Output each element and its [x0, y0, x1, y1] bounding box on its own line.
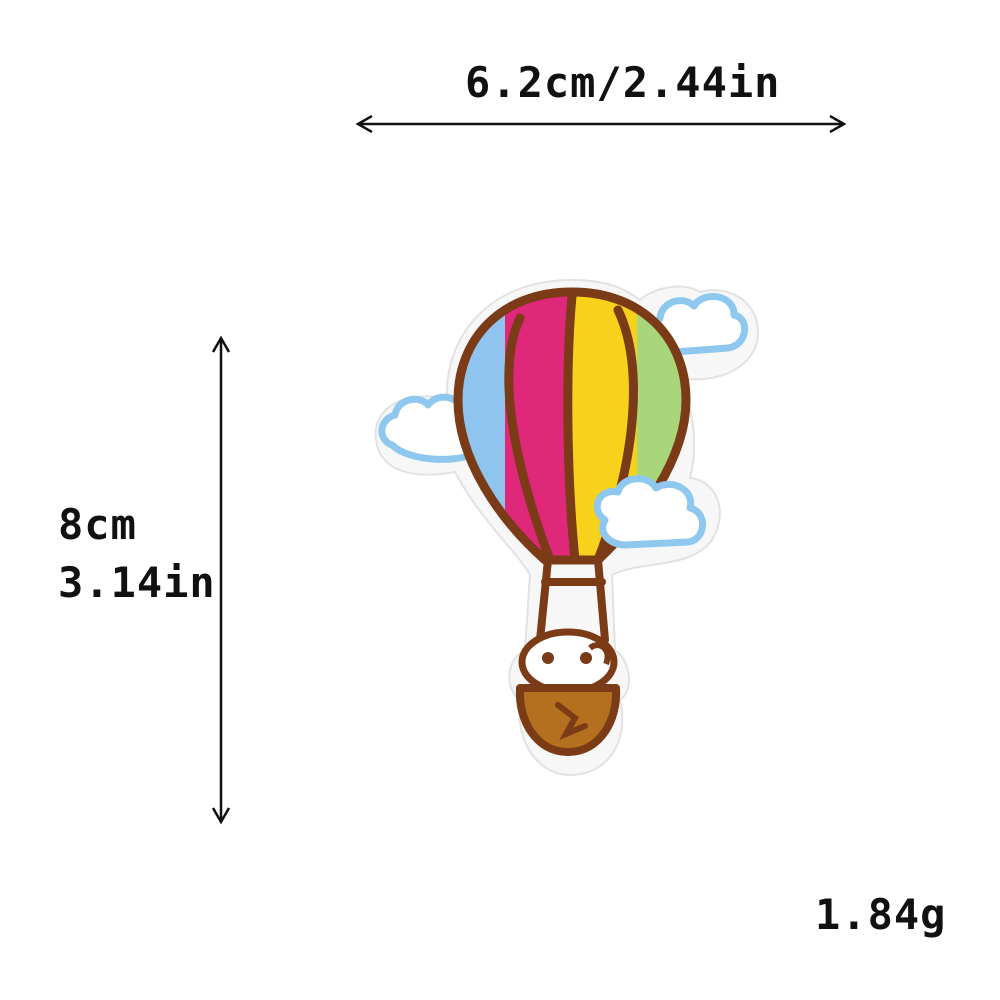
left-cloud — [378, 393, 474, 463]
passenger-panda — [518, 628, 618, 696]
right-middle-cloud — [593, 475, 706, 549]
width-arrow — [355, 114, 847, 134]
height-dimension-cm-label: 8cm — [58, 500, 137, 549]
balloon-ropes — [536, 556, 609, 644]
width-dimension-label: 6.2cm/2.44in — [465, 58, 781, 107]
balloon-basket — [515, 684, 621, 756]
height-dimension-in-label: 3.14in — [58, 558, 216, 607]
weight-label: 1.84g — [815, 890, 947, 939]
height-arrow — [211, 335, 231, 825]
